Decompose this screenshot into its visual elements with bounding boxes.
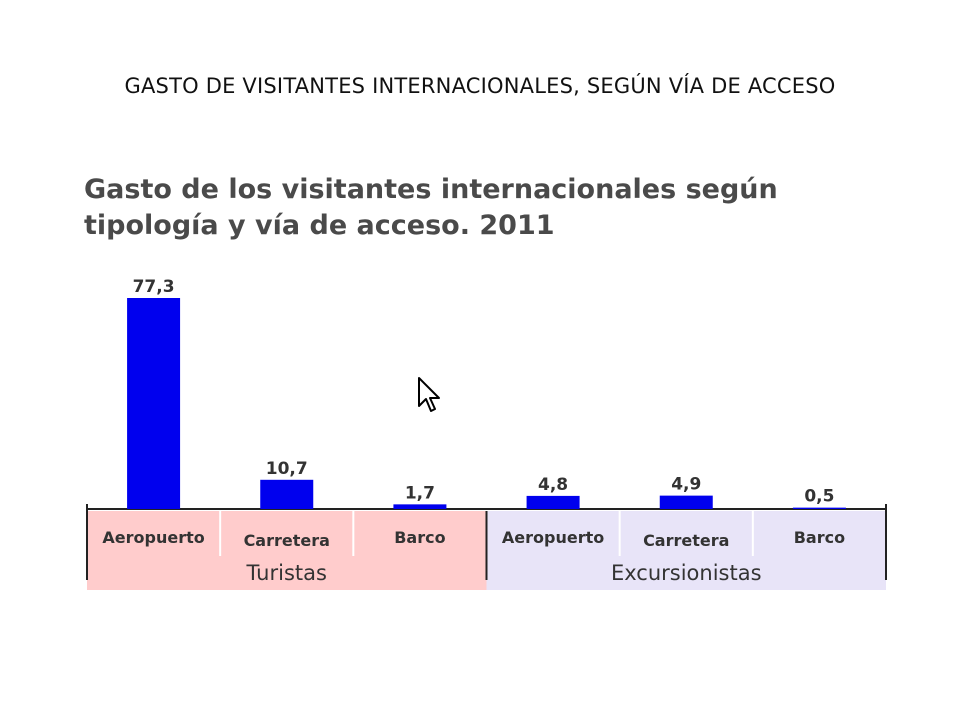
chart-title-line-2: tipología y vía de acceso. 2011: [84, 210, 555, 241]
chart-title-line-1: Gasto de los visitantes internacionales …: [84, 174, 778, 205]
bar: [659, 495, 713, 509]
category-label: Carretera: [244, 531, 330, 550]
category-label: Barco: [394, 528, 445, 547]
group-label: Turistas: [246, 561, 327, 585]
data-label: 0,5: [804, 487, 834, 507]
data-label: 4,9: [671, 475, 701, 495]
group-box: [486, 511, 886, 590]
data-label: 1,7: [405, 483, 435, 503]
category-label: Carretera: [643, 531, 729, 550]
data-label: 4,8: [538, 475, 568, 495]
bar: [393, 504, 447, 509]
group-box: [87, 511, 487, 590]
data-label: 77,3: [133, 277, 175, 297]
bar: [792, 507, 846, 509]
mouse-cursor-icon: [418, 377, 440, 412]
data-label: 10,7: [266, 459, 308, 479]
category-label: Aeropuerto: [102, 528, 204, 547]
bar: [127, 298, 181, 509]
chart-title: Gasto de los visitantes internacionales …: [84, 172, 844, 244]
group-label: Excursionistas: [611, 561, 762, 585]
bar: [526, 495, 580, 509]
bar: [260, 479, 314, 509]
category-label: Aeropuerto: [502, 528, 604, 547]
category-label: Barco: [794, 528, 845, 547]
slide-title: GASTO DE VISITANTES INTERNACIONALES, SEG…: [124, 74, 836, 98]
